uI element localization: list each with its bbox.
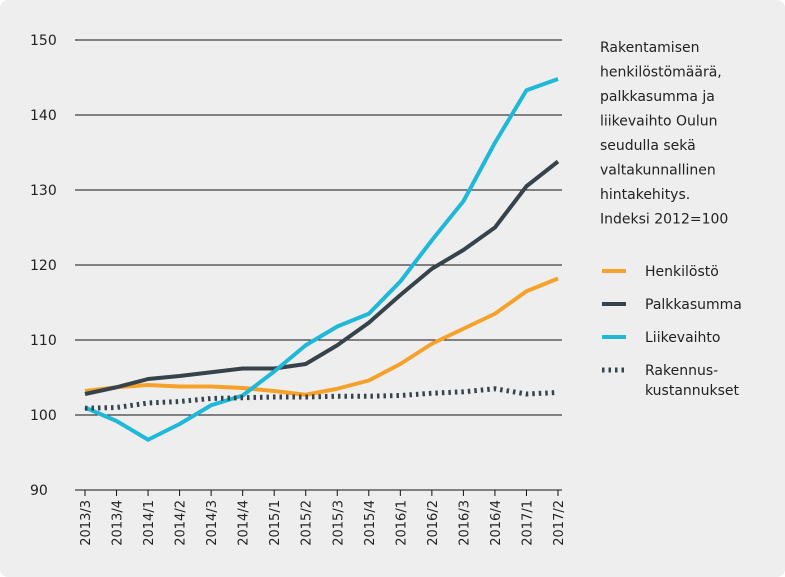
legend-label: Henkilöstö xyxy=(645,264,719,280)
y-tick-label: 140 xyxy=(30,108,57,124)
x-tick-label: 2016/4 xyxy=(489,500,504,546)
x-tick-label: 2015/3 xyxy=(331,500,346,546)
legend-label: Palkkasumma xyxy=(645,297,742,313)
annotation: Rakentamisen henkilöstömäärä, palkkasumma … xyxy=(600,40,728,228)
y-tick-label: 90 xyxy=(30,483,48,499)
series-line xyxy=(84,276,559,397)
x-tick-label: 2014/3 xyxy=(205,500,220,546)
x-tick-label: 2016/2 xyxy=(426,500,441,546)
x-tick-label: 2014/4 xyxy=(237,500,252,546)
x-tick-label: 2013/4 xyxy=(111,500,126,546)
x-tick-label: 2014/1 xyxy=(142,500,157,546)
series-line xyxy=(84,159,560,396)
x-tick-label: 2014/2 xyxy=(174,500,189,546)
x-tick-label: 2015/2 xyxy=(300,500,315,546)
y-tick-label: 120 xyxy=(30,258,57,274)
series-line xyxy=(84,77,559,442)
x-tick-label: 2013/3 xyxy=(79,500,94,546)
legend-label: Liikevaihto xyxy=(645,330,720,346)
y-tick-label: 130 xyxy=(30,183,57,199)
x-tick-label: 2017/1 xyxy=(520,500,535,546)
series-line xyxy=(84,386,559,411)
x-tick-label: 2017/2 xyxy=(552,500,567,546)
x-tick-label: 2016/3 xyxy=(457,500,472,546)
y-tick-label: 110 xyxy=(30,333,57,349)
legend-label: Rakennus-kustannukset xyxy=(645,363,740,399)
x-tick-label: 2015/4 xyxy=(363,500,378,546)
x-tick-label: 2015/1 xyxy=(268,500,283,546)
y-tick-label: 150 xyxy=(30,33,57,49)
y-tick-label: 100 xyxy=(30,408,57,424)
x-tick-label: 2016/1 xyxy=(394,500,409,546)
